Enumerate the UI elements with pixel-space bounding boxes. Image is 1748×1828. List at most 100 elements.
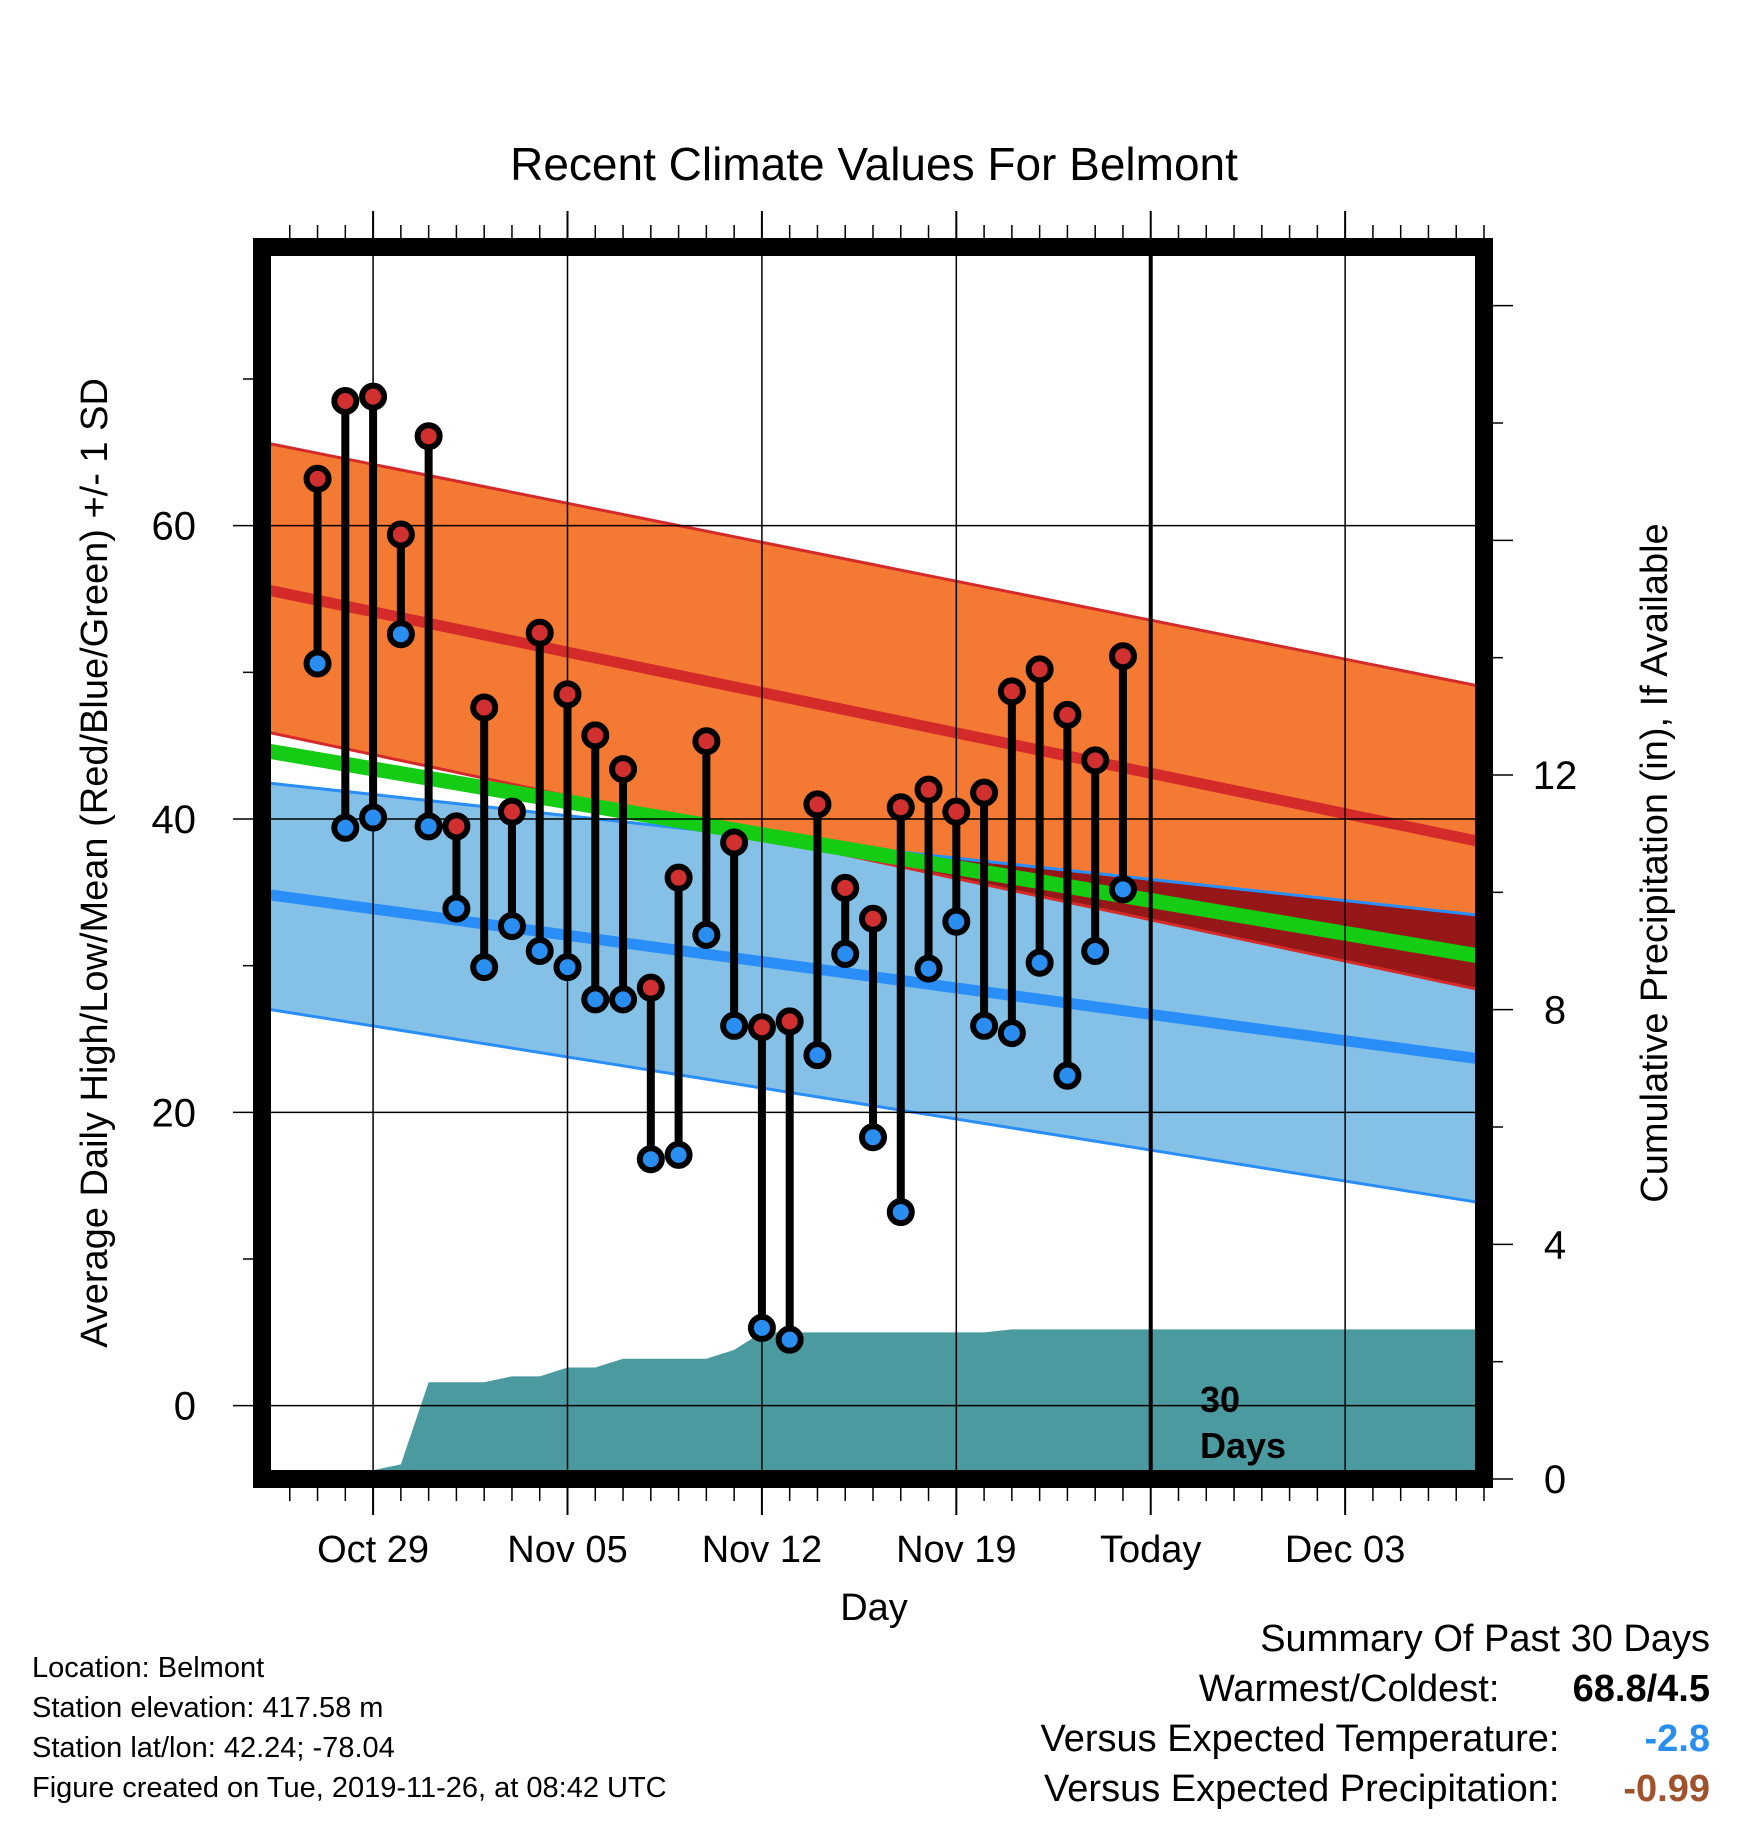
high-point xyxy=(1025,655,1054,684)
low-point xyxy=(1081,937,1110,965)
high-upper-line xyxy=(262,440,1484,689)
normal-high-line xyxy=(262,583,1484,848)
x-axis-label: Day xyxy=(840,1587,908,1629)
high-point xyxy=(609,755,638,784)
high-point xyxy=(720,828,749,857)
low-point xyxy=(470,953,499,982)
summary-precip-row: Versus Expected Precipitation: -0.99 xyxy=(1041,1764,1710,1814)
low-point xyxy=(914,954,943,983)
low-point xyxy=(525,937,554,965)
summary-warmest-label: Warmest/Coldest: xyxy=(1198,1668,1500,1710)
high-point xyxy=(664,863,693,892)
high-point xyxy=(553,680,582,709)
today-label-line1: 30 xyxy=(1200,1379,1240,1420)
high-point xyxy=(803,790,832,819)
high-point xyxy=(1108,642,1137,671)
high-point xyxy=(692,727,721,756)
summary-precip-label: Versus Expected Precipitation: xyxy=(1044,1768,1560,1810)
y2-tick-label: 8 xyxy=(1544,989,1566,1033)
precip-area xyxy=(262,1329,1484,1479)
station-info: Location: Belmont Station elevation: 417… xyxy=(32,1648,667,1808)
high-point xyxy=(914,775,943,804)
high-point xyxy=(747,1013,776,1042)
high-point xyxy=(970,778,999,807)
y2-tick-label: 12 xyxy=(1533,754,1578,798)
info-created: Figure created on Tue, 2019-11-26, at 08… xyxy=(32,1772,667,1804)
info-elevation: Station elevation: 417.58 m xyxy=(32,1692,384,1724)
low-point xyxy=(831,939,860,968)
high-point xyxy=(997,677,1026,706)
summary-title: Summary Of Past 30 Days xyxy=(1260,1618,1710,1660)
high-point xyxy=(386,520,415,549)
chart-title: Recent Climate Values For Belmont xyxy=(510,138,1238,190)
high-point xyxy=(359,382,388,411)
low-point xyxy=(359,803,388,832)
low-point xyxy=(997,1019,1026,1048)
low-point xyxy=(1053,1061,1082,1090)
low-point xyxy=(553,953,582,982)
summary-warmest-row: Warmest/Coldest: 68.8/4.5 xyxy=(1041,1664,1710,1714)
high-point xyxy=(497,797,526,826)
low-point xyxy=(414,812,443,841)
today-label-line2: Days xyxy=(1200,1425,1286,1466)
high-point xyxy=(414,422,443,451)
info-location: Location: Belmont xyxy=(32,1652,265,1684)
y-tick-label: 0 xyxy=(174,1385,196,1429)
low-point xyxy=(886,1198,915,1227)
x-tick-label: Nov 19 xyxy=(896,1529,1016,1571)
high-point xyxy=(525,618,554,647)
high-point xyxy=(581,721,610,750)
low-point xyxy=(331,813,360,842)
axes: 0 20 40 60 0 4 8 12 Oct 29 Nov 05 Nov 12 Nov 19 Toda… xyxy=(152,211,1578,1571)
temperature-series xyxy=(303,382,1137,1354)
low-point xyxy=(1025,948,1054,977)
low-point xyxy=(942,907,971,936)
plot-frame xyxy=(253,238,1493,1488)
high-point xyxy=(442,812,471,841)
low-point xyxy=(803,1041,832,1070)
summary-temp-label: Versus Expected Temperature: xyxy=(1040,1718,1560,1760)
y-tick-label: 40 xyxy=(152,798,197,842)
x-tick-label: Dec 03 xyxy=(1285,1529,1405,1571)
summary-warmest-value: 68.8/4.5 xyxy=(1572,1668,1710,1710)
low-point xyxy=(692,920,721,949)
high-point xyxy=(303,464,332,493)
y2-axis-label: Cumulative Precipitation (in), If Availa… xyxy=(1634,523,1676,1202)
low-point xyxy=(636,1145,665,1174)
high-point xyxy=(859,904,887,933)
y-tick-label: 60 xyxy=(152,505,197,549)
low-point xyxy=(581,985,610,1014)
high-point xyxy=(1053,700,1082,729)
high-point xyxy=(470,693,499,722)
low-point xyxy=(775,1325,804,1354)
x-tick-label: Today xyxy=(1100,1529,1201,1571)
low-point xyxy=(303,649,332,678)
normal-mean-line xyxy=(262,742,1484,965)
high-point xyxy=(942,797,971,826)
summary-panel: Summary Of Past 30 Days Warmest/Coldest:… xyxy=(1041,1614,1710,1814)
info-latlon: Station lat/lon: 42.24; -78.04 xyxy=(32,1732,395,1764)
low-point xyxy=(747,1313,776,1342)
summary-temp-value: -2.8 xyxy=(1644,1718,1710,1760)
low-point xyxy=(720,1011,749,1040)
low-point xyxy=(497,912,526,941)
low-point xyxy=(859,1123,887,1152)
x-tick-label: Nov 12 xyxy=(702,1529,822,1571)
low-point xyxy=(442,894,471,923)
high-point xyxy=(886,793,915,822)
x-tick-label: Oct 29 xyxy=(317,1529,429,1571)
high-point xyxy=(636,973,665,1002)
y2-tick-label: 4 xyxy=(1544,1223,1566,1267)
low-point xyxy=(386,620,415,649)
high-point xyxy=(831,873,860,902)
y-tick-label: 20 xyxy=(152,1091,197,1135)
high-point xyxy=(331,387,360,415)
high-point xyxy=(1081,746,1110,775)
x-tick-label: Nov 05 xyxy=(507,1529,627,1571)
low-point xyxy=(664,1140,693,1169)
summary-precip-value: -0.99 xyxy=(1623,1768,1710,1810)
summary-temp-row: Versus Expected Temperature: -2.8 xyxy=(1041,1714,1710,1764)
y2-tick-label: 0 xyxy=(1544,1458,1566,1502)
low-point xyxy=(609,985,638,1014)
